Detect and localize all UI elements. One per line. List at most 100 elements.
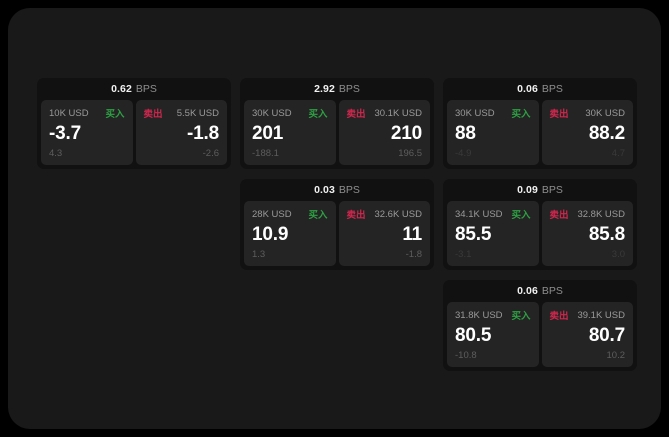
sell-price: -1.8 (187, 123, 219, 145)
buy-size-label: 30K USD (252, 107, 292, 119)
buy-panel[interactable]: 30K USD 买入 88 -4.9 (447, 100, 539, 165)
buy-price: 10.9 (252, 224, 289, 246)
bps-unit-label: BPS (541, 285, 563, 297)
buy-price: 80.5 (455, 325, 492, 347)
card-header: 0.06 BPS (443, 78, 637, 100)
sell-delta: 196.5 (398, 147, 422, 159)
sell-size-label: 32.6K USD (374, 208, 422, 220)
buy-delta: 4.3 (49, 147, 63, 159)
card-body: 30K USD 买入 201 -188.1 30.1K USD 卖出 210 196.5 (240, 100, 434, 169)
bps-unit-label: BPS (541, 184, 563, 196)
quote-card[interactable]: 0.09 BPS 34.1K USD 买入 85.5 -3.1 32.8K USD 卖出 85.… (443, 179, 637, 270)
card-header: 0.09 BPS (443, 179, 637, 201)
sell-action-tag[interactable]: 卖出 (549, 210, 569, 221)
buy-delta: -4.9 (455, 147, 472, 159)
buy-price: 85.5 (455, 224, 492, 246)
panel-top-row: 30K USD 买入 (252, 107, 328, 121)
buy-price: 88 (455, 123, 476, 145)
bps-value: 2.92 (314, 83, 335, 95)
buy-size-label: 34.1K USD (455, 208, 503, 220)
panel-top-row: 34.1K USD 买入 (455, 208, 531, 222)
sell-panel[interactable]: 32.8K USD 卖出 85.8 3.0 (541, 201, 633, 266)
card-body: 34.1K USD 买入 85.5 -3.1 32.8K USD 卖出 85.8 3.0 (443, 201, 637, 270)
sell-size-label: 30K USD (585, 107, 625, 119)
card-header: 0.03 BPS (240, 179, 434, 201)
bps-value: 0.06 (517, 83, 538, 95)
card-body: 31.8K USD 买入 80.5 -10.8 39.1K USD 卖出 80.7 10.2 (443, 302, 637, 371)
buy-panel[interactable]: 28K USD 买入 10.9 1.3 (244, 201, 336, 266)
sell-price: 85.8 (588, 224, 625, 246)
buy-delta: -10.8 (455, 349, 477, 361)
app-surface: 0.62 BPS 10K USD 买入 -3.7 4.3 5.5K USD 卖出 -1.8 -2.… (8, 8, 661, 429)
sell-panel[interactable]: 30K USD 卖出 88.2 4.7 (541, 100, 633, 165)
buy-delta: -188.1 (252, 147, 279, 159)
bps-value: 0.09 (517, 184, 538, 196)
panel-top-row: 32.6K USD 卖出 (346, 208, 423, 222)
bps-unit-label: BPS (541, 83, 563, 95)
buy-action-tag[interactable]: 买入 (511, 210, 531, 221)
buy-panel[interactable]: 10K USD 买入 -3.7 4.3 (41, 100, 133, 165)
sell-size-label: 30.1K USD (374, 107, 422, 119)
card-body: 30K USD 买入 88 -4.9 30K USD 卖出 88.2 4.7 (443, 100, 637, 169)
buy-panel[interactable]: 30K USD 买入 201 -188.1 (244, 100, 336, 165)
buy-action-tag[interactable]: 买入 (511, 311, 531, 322)
card-body: 28K USD 买入 10.9 1.3 32.6K USD 卖出 11 -1.8 (240, 201, 434, 270)
sell-size-label: 32.8K USD (577, 208, 625, 220)
sell-action-tag[interactable]: 卖出 (346, 210, 366, 221)
bps-unit-label: BPS (338, 83, 360, 95)
quote-card[interactable]: 0.62 BPS 10K USD 买入 -3.7 4.3 5.5K USD 卖出 -1.8 -2.… (37, 78, 231, 169)
panel-top-row: 10K USD 买入 (49, 107, 125, 121)
sell-size-label: 5.5K USD (176, 107, 219, 119)
sell-delta: -1.8 (405, 248, 422, 260)
sell-price: 11 (402, 224, 422, 246)
quote-column: 0.06 BPS 30K USD 买入 88 -4.9 30K USD 卖出 88.2 4.7 0.… (443, 78, 637, 371)
panel-top-row: 39.1K USD 卖出 (549, 309, 626, 323)
quote-card[interactable]: 2.92 BPS 30K USD 买入 201 -188.1 30.1K USD 卖出 210 1… (240, 78, 434, 169)
sell-panel[interactable]: 30.1K USD 卖出 210 196.5 (338, 100, 430, 165)
panel-top-row: 28K USD 买入 (252, 208, 328, 222)
panel-top-row: 32.8K USD 卖出 (549, 208, 626, 222)
buy-panel[interactable]: 34.1K USD 买入 85.5 -3.1 (447, 201, 539, 266)
sell-delta: 3.0 (611, 248, 625, 260)
quote-board: 0.62 BPS 10K USD 买入 -3.7 4.3 5.5K USD 卖出 -1.8 -2.… (37, 78, 637, 371)
sell-panel[interactable]: 5.5K USD 卖出 -1.8 -2.6 (135, 100, 227, 165)
sell-panel[interactable]: 32.6K USD 卖出 11 -1.8 (338, 201, 430, 266)
panel-top-row: 5.5K USD 卖出 (143, 107, 220, 121)
sell-delta: -2.6 (202, 147, 219, 159)
bps-unit-label: BPS (135, 83, 157, 95)
buy-action-tag[interactable]: 买入 (308, 210, 328, 221)
quote-card[interactable]: 0.06 BPS 31.8K USD 买入 80.5 -10.8 39.1K USD 卖出 80… (443, 280, 637, 371)
bps-unit-label: BPS (338, 184, 360, 196)
buy-action-tag[interactable]: 买入 (105, 109, 125, 120)
buy-action-tag[interactable]: 买入 (511, 109, 531, 120)
buy-action-tag[interactable]: 买入 (308, 109, 328, 120)
sell-panel[interactable]: 39.1K USD 卖出 80.7 10.2 (541, 302, 633, 367)
quote-card[interactable]: 0.06 BPS 30K USD 买入 88 -4.9 30K USD 卖出 88.2 4.7 (443, 78, 637, 169)
card-header: 0.62 BPS (37, 78, 231, 100)
buy-size-label: 10K USD (49, 107, 89, 119)
buy-panel[interactable]: 31.8K USD 买入 80.5 -10.8 (447, 302, 539, 367)
buy-price: 201 (252, 123, 284, 145)
bps-value: 0.62 (111, 83, 132, 95)
card-header: 2.92 BPS (240, 78, 434, 100)
sell-action-tag[interactable]: 卖出 (549, 311, 569, 322)
quote-column: 0.62 BPS 10K USD 买入 -3.7 4.3 5.5K USD 卖出 -1.8 -2.… (37, 78, 231, 169)
sell-price: 88.2 (588, 123, 625, 145)
sell-action-tag[interactable]: 卖出 (549, 109, 569, 120)
quote-column: 2.92 BPS 30K USD 买入 201 -188.1 30.1K USD 卖出 210 1… (240, 78, 434, 270)
sell-size-label: 39.1K USD (577, 309, 625, 321)
panel-top-row: 30.1K USD 卖出 (346, 107, 423, 121)
sell-action-tag[interactable]: 卖出 (346, 109, 366, 120)
sell-delta: 10.2 (606, 349, 626, 361)
buy-size-label: 30K USD (455, 107, 495, 119)
buy-delta: 1.3 (252, 248, 266, 260)
panel-top-row: 30K USD 卖出 (549, 107, 626, 121)
card-body: 10K USD 买入 -3.7 4.3 5.5K USD 卖出 -1.8 -2.6 (37, 100, 231, 169)
sell-price: 80.7 (588, 325, 625, 347)
sell-price: 210 (390, 123, 422, 145)
buy-size-label: 31.8K USD (455, 309, 503, 321)
bps-value: 0.06 (517, 285, 538, 297)
quote-card[interactable]: 0.03 BPS 28K USD 买入 10.9 1.3 32.6K USD 卖出 11 -1.8 (240, 179, 434, 270)
sell-action-tag[interactable]: 卖出 (143, 109, 163, 120)
panel-top-row: 30K USD 买入 (455, 107, 531, 121)
